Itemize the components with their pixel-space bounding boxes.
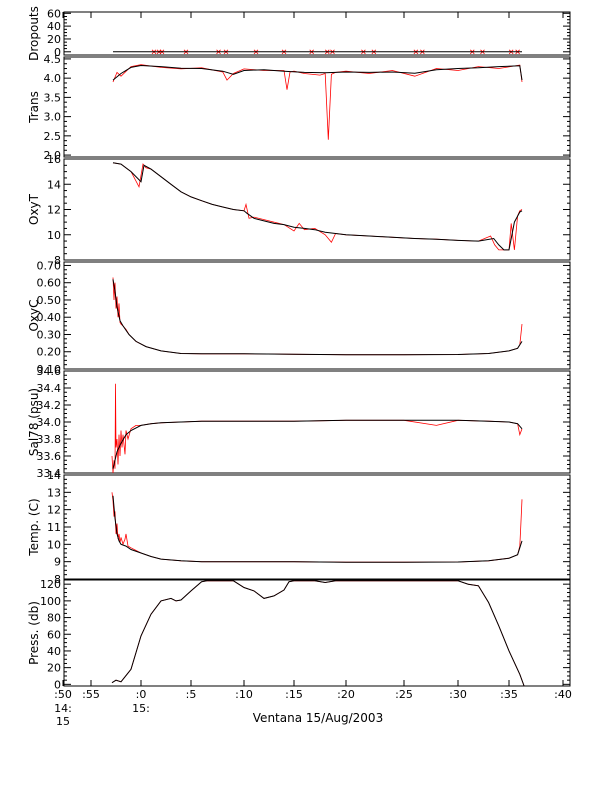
y-tick-label: 0 — [54, 678, 61, 691]
y-tick-label: 20 — [47, 33, 61, 46]
panel-5: 33.4 33.6 33.8 34.0 34.2 34.4 34.6 Sal78 (psu) — [27, 365, 571, 480]
y-tick-label: 4.5 — [44, 53, 62, 66]
y-axis-title: OxyC — [27, 299, 41, 331]
y-tick-label: 33.6 — [37, 450, 62, 463]
y-tick-label: 9 — [54, 556, 61, 569]
panel-6: 8 9 10 11 12 13 14 Temp. (C) — [27, 469, 571, 586]
y-tick-label: 3.5 — [44, 91, 62, 104]
y-tick-label: 2.0 — [44, 149, 62, 162]
smoothed-series-line — [112, 419, 523, 469]
y-tick-label: 34.2 — [37, 399, 62, 412]
y-tick-label: 3.0 — [44, 111, 62, 124]
y-tick-label: 12 — [47, 504, 61, 517]
y-tick-label: 0.70 — [37, 259, 62, 272]
smoothed-series-line — [112, 279, 523, 356]
panel-3: 8 10 12 14 16 OxyT — [27, 153, 571, 267]
smoothed-series-line — [112, 495, 523, 563]
raw-series-line — [111, 383, 523, 474]
y-tick-label: 20 — [47, 662, 61, 675]
panel-frame — [63, 11, 571, 56]
smoothed-series-line — [112, 64, 523, 81]
y-axis-title: Temp. (C) — [27, 498, 41, 556]
x-tick-sublabel: 15 — [56, 715, 70, 728]
x-tick-label: :55 — [82, 688, 100, 701]
y-tick-label: 8 — [54, 254, 61, 267]
y-tick-label: 0.30 — [37, 328, 62, 341]
y-tick-label: 10 — [47, 538, 61, 551]
y-axis-title: Dropouts — [27, 6, 41, 61]
y-tick-label: 13 — [47, 486, 61, 499]
y-tick-label: 60 — [47, 7, 61, 20]
y-tick-label: 120 — [40, 578, 61, 591]
y-tick-label: 16 — [47, 153, 61, 166]
y-tick-label: 12 — [47, 204, 61, 217]
smoothed-series-line — [112, 162, 523, 251]
y-tick-label: 14 — [47, 469, 61, 482]
y-tick-label: 8 — [54, 573, 61, 586]
y-axis-title: Trans — [27, 91, 41, 124]
x-tick-label: :35 — [500, 688, 518, 701]
x-tick-label: :50 — [54, 688, 72, 701]
x-tick-label: :5 — [186, 688, 197, 701]
y-tick-label: 33.4 — [37, 467, 62, 480]
y-tick-label: 0.60 — [37, 277, 62, 290]
y-tick-label: 10 — [47, 229, 61, 242]
panel-2: 2.0 2.5 3.0 3.5 4.0 4.5 Trans — [27, 53, 571, 162]
y-tick-label: 4.0 — [44, 72, 62, 85]
x-tick-label: :15 — [285, 688, 303, 701]
x-tick-sublabel: 15: — [132, 702, 150, 715]
y-tick-label: 0.40 — [37, 311, 62, 324]
panel-7: 0 20 40 60 80 100 120 Press. (db) — [27, 578, 571, 691]
y-tick-label: 0.20 — [37, 346, 62, 359]
y-tick-label: 33.8 — [37, 433, 62, 446]
panel-4: 0.10 0.20 0.30 0.40 0.50 0.60 0.70 OxyC — [27, 259, 571, 376]
smoothed-series-line — [111, 580, 525, 687]
panels: 0204060Dropouts2.02.53.03.54.04.5Trans81… — [27, 6, 571, 691]
x-tick-label: :20 — [337, 688, 355, 701]
x-axis-title: Ventana 15/Aug/2003 — [253, 711, 383, 725]
y-tick-label: 80 — [47, 612, 61, 625]
y-tick-label: 40 — [47, 20, 61, 33]
y-tick-label: 34.0 — [37, 416, 62, 429]
y-tick-label: 14 — [47, 178, 61, 191]
panel-frame — [63, 579, 571, 687]
y-tick-label: 60 — [47, 628, 61, 641]
y-tick-label: 34.6 — [37, 365, 62, 378]
x-tick-label: :10 — [235, 688, 253, 701]
y-tick-label: 100 — [40, 595, 61, 608]
y-tick-label: 0 — [54, 46, 61, 59]
x-tick-label: :40 — [554, 688, 572, 701]
panel-frame — [63, 261, 571, 370]
y-axis-title: OxyT — [27, 193, 41, 225]
y-tick-label: 40 — [47, 645, 61, 658]
y-axis-title: Press. (db) — [27, 601, 41, 665]
y-tick-label: 0.50 — [37, 294, 62, 307]
y-tick-label: 11 — [47, 521, 61, 534]
x-tick-sublabel: 14: — [54, 702, 72, 715]
x-tick-label: :25 — [395, 688, 413, 701]
y-tick-label: 0.10 — [37, 363, 62, 376]
y-tick-label: 2.5 — [44, 130, 62, 143]
x-tick-label: :0 — [136, 688, 147, 701]
y-tick-label: 34.4 — [37, 382, 62, 395]
x-tick-label: :30 — [449, 688, 467, 701]
y-axis-title: Sal78 (psu) — [27, 388, 41, 456]
